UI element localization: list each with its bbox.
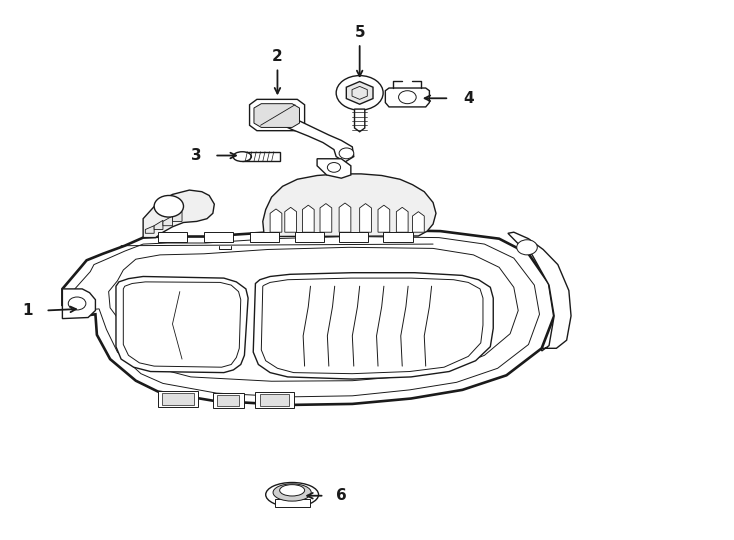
Polygon shape [320,204,332,232]
Bar [260,394,289,406]
Polygon shape [413,212,424,232]
Polygon shape [263,174,436,237]
Polygon shape [143,190,214,238]
Circle shape [154,195,184,217]
Polygon shape [508,232,571,351]
Circle shape [517,240,537,255]
Bar [217,395,239,406]
Polygon shape [285,207,297,232]
Text: 6: 6 [336,488,346,503]
Polygon shape [154,220,163,230]
Polygon shape [62,289,95,319]
Polygon shape [339,203,351,232]
Text: 4: 4 [463,91,473,106]
Circle shape [336,76,383,110]
Bar [275,499,310,507]
Polygon shape [62,230,554,405]
Bar [204,232,233,242]
Polygon shape [302,205,314,232]
Text: 5: 5 [355,25,365,40]
Bar [162,393,194,405]
Bar [158,391,198,407]
Bar [255,392,294,408]
Polygon shape [145,226,154,233]
Polygon shape [242,152,280,161]
Bar [339,232,368,242]
Bar [158,232,187,242]
Polygon shape [355,109,365,132]
Polygon shape [346,82,373,104]
Ellipse shape [273,484,311,501]
Bar [383,232,413,242]
Polygon shape [378,205,390,232]
Bar [295,232,324,242]
Bar [213,393,244,408]
Circle shape [339,148,354,159]
Polygon shape [360,204,371,232]
Polygon shape [163,216,172,226]
Ellipse shape [280,485,305,496]
Circle shape [327,163,341,172]
Ellipse shape [233,152,251,161]
Polygon shape [116,276,248,373]
Polygon shape [385,88,429,107]
Circle shape [68,297,86,310]
Polygon shape [270,209,282,232]
Circle shape [399,91,416,104]
Text: 3: 3 [192,148,202,163]
Polygon shape [250,99,305,131]
Text: 1: 1 [23,303,33,318]
Polygon shape [254,104,299,127]
Polygon shape [317,159,351,178]
Polygon shape [280,120,354,162]
Polygon shape [396,207,408,232]
Polygon shape [253,273,493,379]
Text: 2: 2 [272,49,283,64]
Ellipse shape [266,483,319,507]
Polygon shape [172,212,182,221]
Bar [250,232,279,242]
